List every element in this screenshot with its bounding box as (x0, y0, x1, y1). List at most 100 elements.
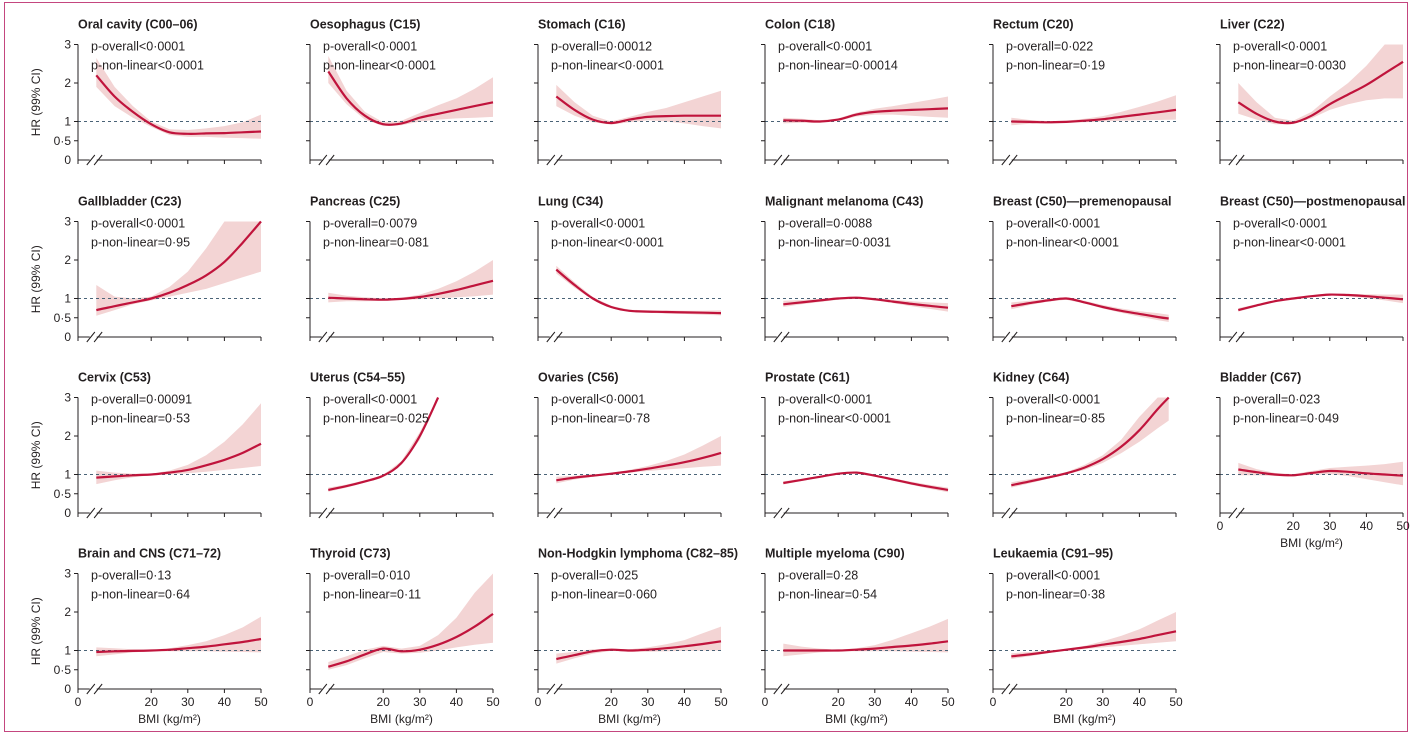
axis-break-mark (318, 507, 328, 519)
p-non-linear-label: p-non-linear=0·38 (1006, 588, 1105, 602)
x-tick-label: 40 (1360, 519, 1374, 533)
axis-break-mark (86, 154, 96, 166)
p-non-linear-label: p-non-linear<0·0001 (1006, 236, 1119, 250)
x-tick-label: 0 (75, 695, 82, 709)
hazard-ratio-curve (328, 397, 440, 491)
axis-break-gap (776, 154, 784, 166)
axis-break-mark (780, 331, 790, 343)
axis-break-gap (1004, 683, 1012, 695)
panel: Uterus (C54–55) p-overall<0·0001 p-non-lin… (306, 371, 494, 519)
p-overall-label: p-overall<0·0001 (1006, 393, 1100, 407)
y-tick-label: 3 (64, 391, 71, 405)
axis-break-gap (776, 507, 784, 519)
hazard-ratio-curve (95, 74, 262, 135)
x-tick-label: 20 (377, 695, 391, 709)
y-tick-label: 2 (64, 429, 71, 443)
p-overall-label: p-overall=0·28 (778, 569, 858, 583)
p-overall-label: p-overall<0·0001 (323, 40, 417, 54)
y-tick-label: 0 (64, 330, 71, 344)
panel-title: Breast (C50)—postmenopausal (1220, 195, 1405, 209)
p-non-linear-label: p-non-linear=0·0030 (1233, 59, 1346, 73)
panel-title: Kidney (C64) (993, 371, 1069, 385)
p-non-linear-label: p-non-linear<0·0001 (323, 59, 436, 73)
panel: Multiple myeloma (C90) p-overall=0·28 p-no… (761, 547, 955, 726)
panel-title: Prostate (C61) (765, 371, 850, 385)
p-non-linear-label: p-non-linear=0·11 (323, 588, 421, 602)
axis-break-gap (1231, 154, 1239, 166)
panel: Kidney (C64) p-overall<0·0001 p-non-linear… (989, 371, 1177, 519)
panel-title: Non-Hodgkin lymphoma (C82–85) (538, 547, 738, 561)
panel-title: Malignant melanoma (C43) (765, 195, 923, 209)
axis-break-mark (546, 507, 556, 519)
panel-title: Oral cavity (C00–06) (78, 18, 198, 32)
y-tick-label: 1 (64, 468, 71, 482)
x-tick-label: 30 (1096, 695, 1110, 709)
hazard-ratio-curve (1011, 630, 1177, 658)
axis-break-gap (89, 331, 97, 343)
panel-title: Stomach (C16) (538, 18, 626, 32)
x-tick-label: 30 (868, 695, 882, 709)
y-tick-label: 0 (64, 153, 71, 167)
p-non-linear-label: p-non-linear=0·049 (1233, 412, 1339, 426)
y-tick-label: 0 (64, 682, 71, 696)
axis-break-mark (773, 331, 783, 343)
axis-break-gap (1004, 154, 1012, 166)
axis-break-gap (549, 507, 557, 519)
y-axis-label: HR (99% CI) (29, 68, 43, 136)
x-axis-label: BMI (kg/m²) (1280, 536, 1343, 550)
axis-break-mark (780, 154, 790, 166)
panel: Colon (C18) p-overall<0·0001 p-non-linear=… (761, 18, 949, 166)
axis-break-mark (325, 683, 335, 695)
panel-title: Colon (C18) (765, 18, 835, 32)
confidence-band (96, 58, 261, 139)
p-overall-label: p-overall=0·0088 (778, 217, 872, 231)
x-axis-label: BMI (kg/m²) (1053, 712, 1116, 726)
panel-title: Bladder (C67) (1220, 371, 1301, 385)
y-axis-label: HR (99% CI) (29, 597, 43, 665)
axis-break-mark (1001, 683, 1011, 695)
p-non-linear-label: p-non-linear=0·54 (778, 588, 877, 602)
confidence-band (328, 573, 493, 670)
panel-title: Pancreas (C25) (310, 195, 400, 209)
axis-break-mark (86, 507, 96, 519)
x-tick-label: 30 (413, 695, 427, 709)
y-tick-label: 1 (64, 115, 71, 129)
p-non-linear-label: p-non-linear=0·00014 (778, 59, 898, 73)
x-tick-label: 20 (832, 695, 846, 709)
axis-break-mark (773, 154, 783, 166)
x-tick-label: 0 (307, 695, 314, 709)
x-tick-label: 50 (486, 695, 500, 709)
x-axis-label: BMI (kg/m²) (598, 712, 661, 726)
axis-break-mark (93, 507, 103, 519)
p-overall-label: p-overall=0·022 (1006, 40, 1093, 54)
x-tick-label: 40 (678, 695, 692, 709)
axis-break-mark (86, 331, 96, 343)
panel: Thyroid (C73) p-overall=0·010 p-non-linear… (306, 547, 500, 726)
x-axis-label: BMI (kg/m²) (138, 712, 201, 726)
x-tick-label: 50 (1396, 519, 1410, 533)
p-overall-label: p-overall=0·010 (323, 569, 410, 583)
axis-break-gap (321, 154, 329, 166)
hazard-ratio-curve (555, 95, 721, 125)
hazard-ratio-curve (1011, 396, 1170, 487)
panel: Prostate (C61) p-overall<0·0001 p-non-line… (761, 371, 949, 519)
confidence-band (96, 403, 261, 485)
x-tick-label: 40 (1133, 695, 1147, 709)
y-axis-label: HR (99% CI) (29, 421, 43, 489)
x-tick-label: 40 (218, 695, 232, 709)
panel: Stomach (C16) p-overall=0·00012 p-non-line… (534, 18, 722, 166)
axis-break-gap (549, 331, 557, 343)
p-non-linear-label: p-non-linear=0·025 (323, 412, 429, 426)
panel-title: Uterus (C54–55) (310, 371, 405, 385)
p-overall-label: p-overall=0·025 (551, 569, 638, 583)
axis-break-mark (1228, 331, 1238, 343)
axis-break-mark (325, 331, 335, 343)
confidence-band (96, 221, 261, 316)
y-tick-label: 0·5 (54, 311, 72, 325)
p-non-linear-label: p-non-linear=0·53 (91, 412, 190, 426)
axis-break-mark (1228, 154, 1238, 166)
panel: Non-Hodgkin lymphoma (C82–85) p-overall=0… (534, 547, 738, 726)
confidence-band (1011, 95, 1176, 126)
p-non-linear-label: p-non-linear=0·64 (91, 588, 190, 602)
p-overall-label: p-overall<0·0001 (91, 40, 185, 54)
